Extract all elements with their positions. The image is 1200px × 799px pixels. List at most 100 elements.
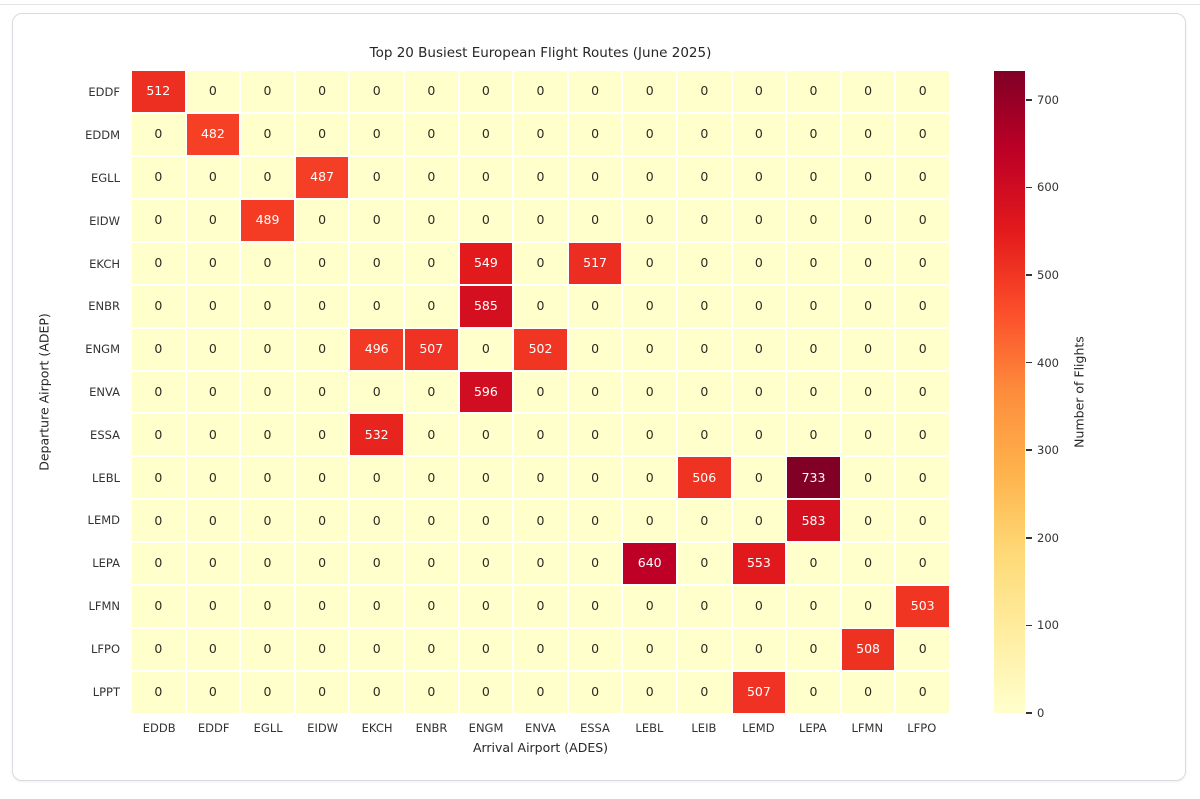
heatmap-cell: 0: [896, 328, 949, 370]
heatmap-cell: 0: [787, 328, 840, 370]
y-tick-label: EDDF: [88, 85, 120, 100]
heatmap-cell: 487: [295, 156, 349, 198]
heatmap-cell: 0: [732, 500, 786, 542]
heatmap-cell: 0: [350, 199, 403, 241]
heatmap-cell: 0: [514, 71, 567, 112]
heatmap-cell: 0: [132, 500, 185, 542]
heatmap-cell: 0: [677, 672, 731, 713]
heatmap-cell: 0: [514, 500, 567, 542]
x-tick-label: ENBR: [415, 721, 448, 735]
heatmap-cell: 0: [459, 156, 513, 198]
heatmap-cell: 0: [241, 414, 294, 456]
heatmap-cell: 0: [241, 71, 294, 112]
x-tick-label: EDDF: [197, 721, 230, 735]
x-tick-label: EIDW: [307, 721, 339, 735]
heatmap-cell: 0: [186, 586, 240, 628]
heatmap-cell: 0: [186, 543, 240, 585]
heatmap-grid: 512 0 0 0 0 0 0 0 0 0 0 0 0 0 0 0 482 0 0 0 0 0 0 0 0 0 0 0 0 0 0 0 0 487…: [132, 71, 949, 713]
heatmap-cell: 0: [186, 242, 240, 284]
heatmap-cell: 0: [568, 543, 622, 585]
heatmap-cell: 0: [295, 285, 349, 327]
heatmap-cell: 0: [241, 543, 294, 585]
colorbar-tick-label: 100: [1037, 618, 1059, 633]
heatmap-cell: 0: [459, 414, 513, 456]
heatmap-cell: 0: [459, 71, 513, 112]
chart-title: Top 20 Busiest European Flight Routes (J…: [369, 45, 712, 61]
x-tick-label: ESSA: [579, 721, 610, 735]
heatmap-cell: 0: [787, 543, 840, 585]
heatmap-cell: 0: [132, 543, 185, 585]
heatmap-cell: 0: [732, 156, 786, 198]
heatmap-cell: 0: [841, 113, 895, 155]
x-tick-label: LEIB: [691, 721, 717, 735]
heatmap-cell: 549: [459, 242, 513, 284]
heatmap-cell: 0: [350, 285, 403, 327]
heatmap-cell: 0: [241, 156, 294, 198]
heatmap-cell: 496: [350, 328, 403, 370]
heatmap-cell: 0: [623, 500, 676, 542]
heatmap-cell: 0: [841, 586, 895, 628]
heatmap-cell: 0: [514, 199, 567, 241]
x-tick-label: LEMD: [742, 721, 775, 735]
heatmap-cell: 507: [732, 672, 786, 713]
heatmap-cell: 0: [514, 371, 567, 413]
heatmap-cell: 0: [132, 199, 185, 241]
y-tick-label: LEMD: [87, 513, 120, 528]
heatmap-cell: 0: [295, 71, 349, 112]
colorbar-tick: [1026, 624, 1032, 627]
heatmap-cell: 0: [677, 328, 731, 370]
heatmap-cell: 0: [732, 242, 786, 284]
heatmap-cell: 0: [677, 629, 731, 671]
heatmap-cell: 532: [350, 414, 403, 456]
heatmap-cell: 0: [404, 500, 458, 542]
heatmap-cell: 0: [568, 457, 622, 499]
heatmap-cell: 0: [404, 457, 458, 499]
colorbar-tick-label: 300: [1037, 443, 1059, 458]
x-tick-label: LFMN: [851, 721, 884, 735]
heatmap-cell: 0: [295, 500, 349, 542]
heatmap-cell: 482: [186, 113, 240, 155]
colorbar-tick-label: 600: [1037, 180, 1059, 195]
heatmap-cell: 0: [295, 629, 349, 671]
y-tick-label: EIDW: [89, 213, 120, 228]
heatmap-cell: 0: [623, 629, 676, 671]
heatmap-cell: 502: [514, 328, 567, 370]
heatmap-cell: 0: [295, 414, 349, 456]
heatmap-cell: 0: [896, 672, 949, 713]
heatmap-cell: 0: [459, 629, 513, 671]
heatmap-cell: 0: [623, 414, 676, 456]
heatmap-cell: 0: [568, 586, 622, 628]
heatmap-cell: 0: [841, 199, 895, 241]
heatmap-cell: 0: [514, 242, 567, 284]
heatmap-cell: 0: [787, 285, 840, 327]
y-tick-label: LFMN: [88, 598, 120, 613]
heatmap-cell: 0: [241, 586, 294, 628]
heatmap-cell: 0: [295, 586, 349, 628]
heatmap-cell: 0: [896, 156, 949, 198]
heatmap-cell: 0: [459, 113, 513, 155]
heatmap-cell: 0: [132, 586, 185, 628]
heatmap-cell: 0: [623, 242, 676, 284]
heatmap-cell: 0: [896, 242, 949, 284]
heatmap-cell: 0: [841, 457, 895, 499]
heatmap-cell: 0: [841, 156, 895, 198]
chart-card: Top 20 Busiest European Flight Routes (J…: [12, 13, 1186, 781]
y-tick-label: LFPO: [90, 641, 120, 656]
x-tick-label: EDDB: [142, 721, 176, 735]
heatmap-cell: 0: [350, 672, 403, 713]
heatmap-cell: 0: [787, 629, 840, 671]
x-tick-label: EGLL: [253, 721, 283, 735]
heatmap-cell: 0: [295, 543, 349, 585]
heatmap-cell: 0: [350, 629, 403, 671]
heatmap-cell: 0: [677, 543, 731, 585]
heatmap-cell: 0: [132, 156, 185, 198]
heatmap-cell: 0: [841, 71, 895, 112]
heatmap-cell: 0: [459, 199, 513, 241]
heatmap-cell: 0: [514, 457, 567, 499]
heatmap-cell: 0: [623, 586, 676, 628]
heatmap-cell: 0: [841, 371, 895, 413]
heatmap-cell: 0: [623, 156, 676, 198]
heatmap-cell: 0: [841, 543, 895, 585]
heatmap-cell: 0: [896, 629, 949, 671]
heatmap-cell: 0: [459, 500, 513, 542]
